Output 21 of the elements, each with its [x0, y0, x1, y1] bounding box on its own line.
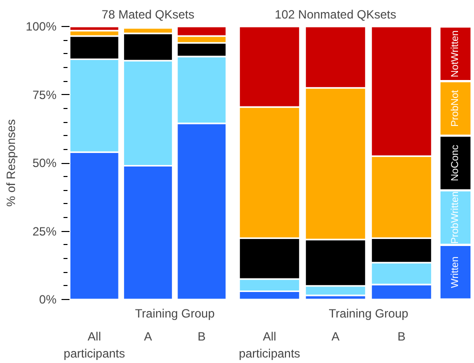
x-tick-label: All participants: [64, 330, 126, 360]
chart-title: 78 Mated QKsets: [102, 8, 194, 22]
text: NoConc: [450, 144, 461, 182]
x-tick-label: B: [198, 330, 206, 344]
text: ProbNot: [450, 90, 461, 127]
y-axis-title: % of Responses: [4, 119, 18, 207]
text: Training Group: [135, 306, 215, 320]
y-tick-label: 75%: [32, 88, 57, 102]
x-tick-label: All participants: [238, 330, 300, 360]
x-tick-label: A: [332, 330, 340, 344]
text: ProbWritten: [450, 191, 461, 244]
chart-title: 102 Nonmated QKsets: [274, 8, 396, 22]
text: Training Group: [328, 306, 409, 320]
x-tick-label: B: [398, 330, 406, 344]
text: NotWritten: [450, 30, 461, 78]
y-tick-label: 50%: [32, 156, 57, 170]
y-tick-label: 100%: [26, 20, 57, 34]
y-tick-label: 25%: [32, 224, 57, 238]
x-tick-label: A: [144, 330, 152, 344]
text: Written: [450, 256, 461, 288]
y-tick-label: 0%: [39, 292, 57, 306]
